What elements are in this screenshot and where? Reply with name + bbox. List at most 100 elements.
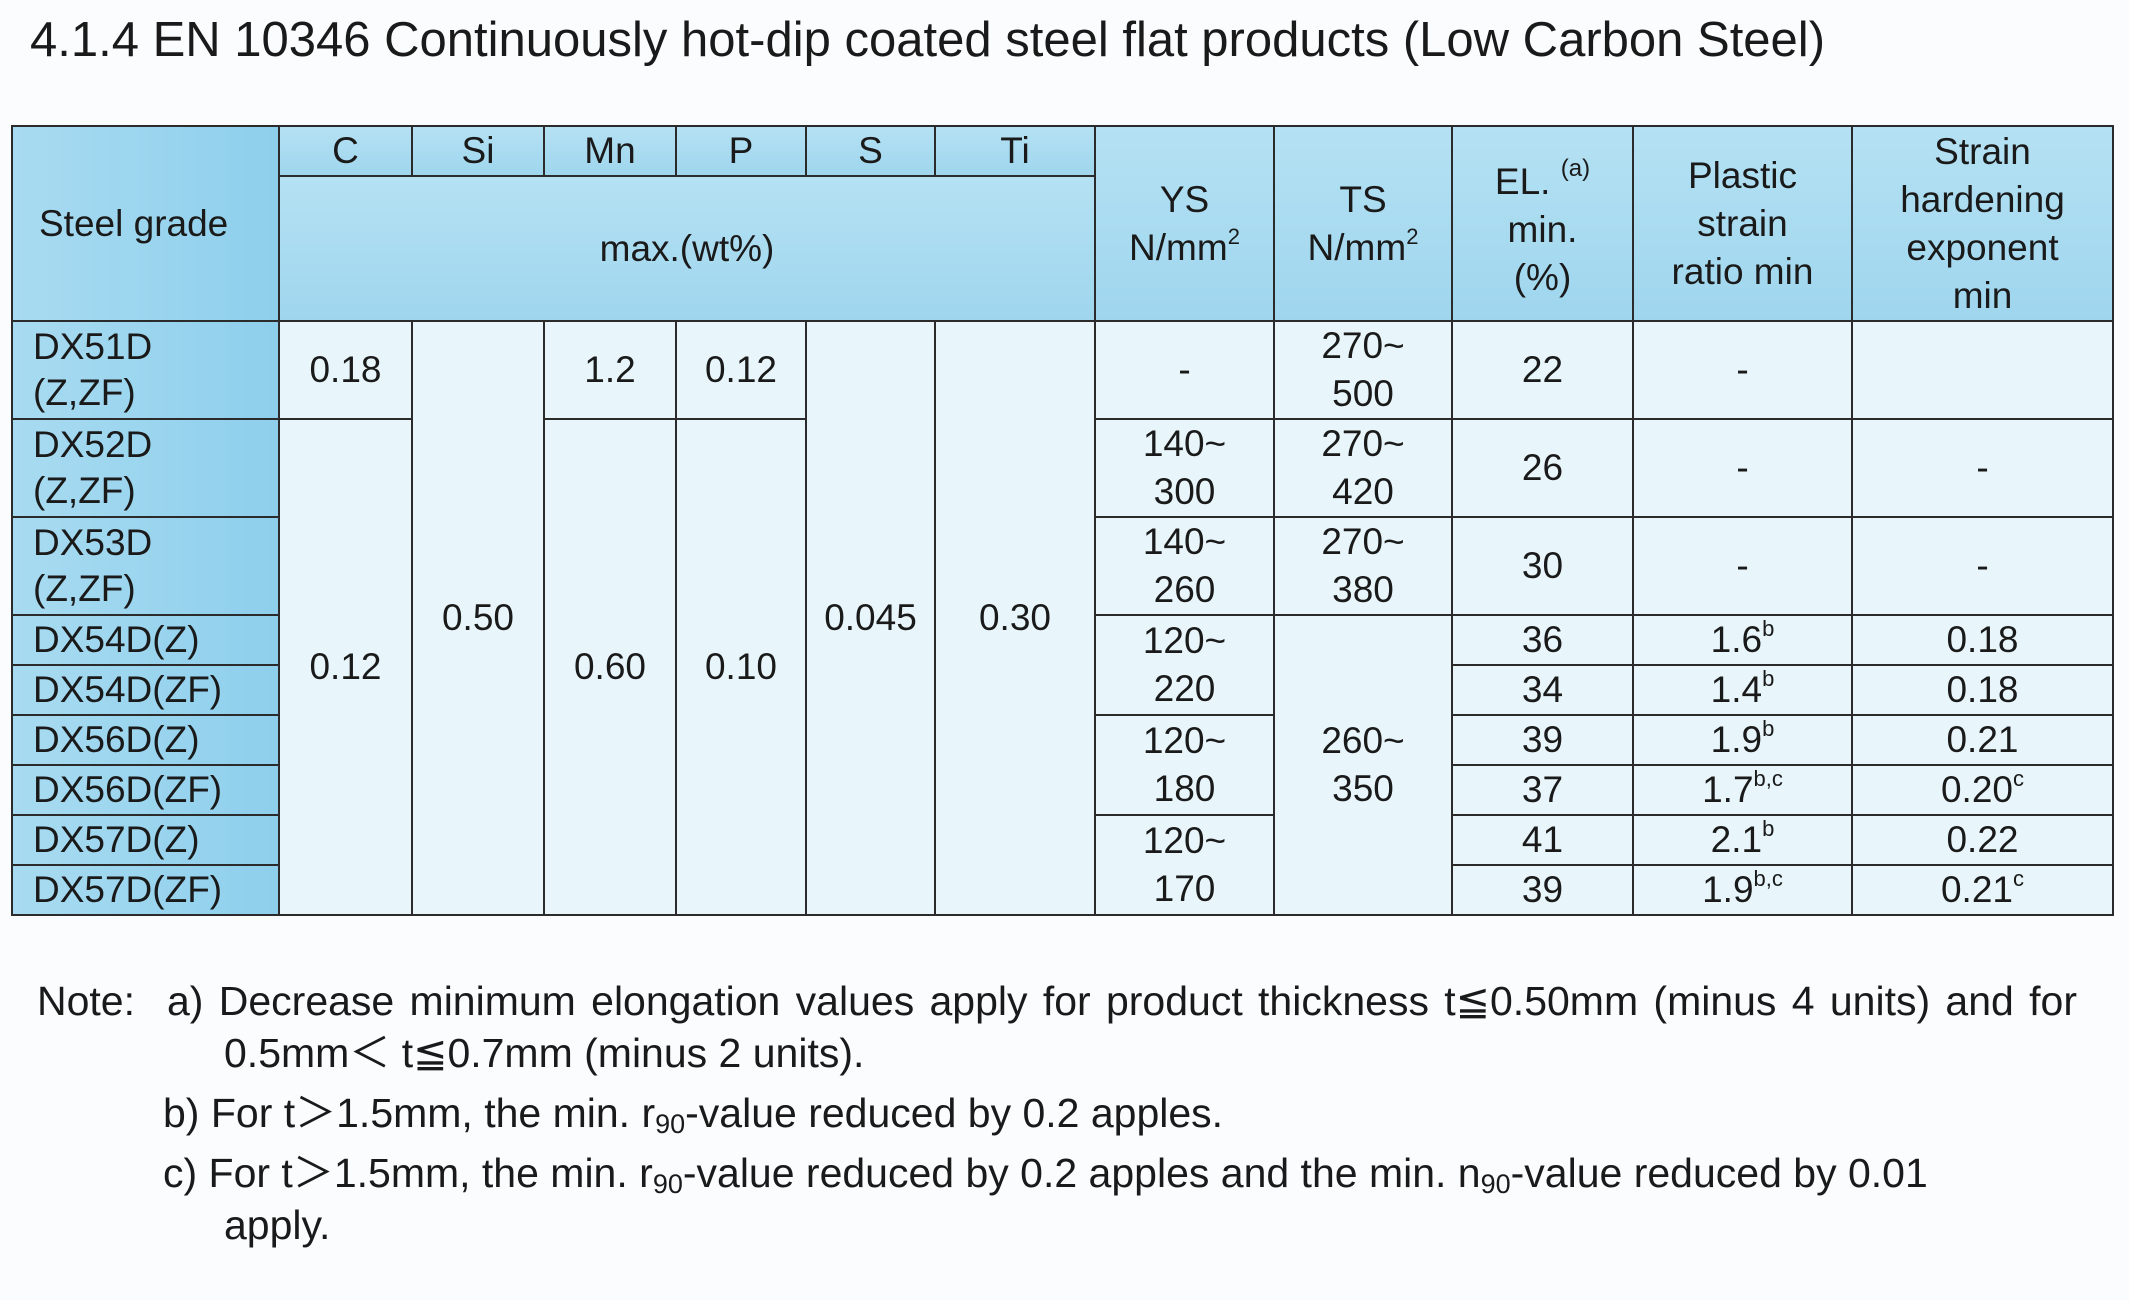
note-text: a) Decrease minimum elongation values ap… [167,978,2077,1076]
empty-cell [1851,320,2114,420]
grade-cell: DX57D(Z) [11,814,280,866]
row: DX51D (Z,ZF) 0.18 0.50 1.2 0.12 0.045 0.… [11,320,2114,916]
superscript: b,c [1753,866,1783,891]
row: max.(wt%) [12,175,2113,322]
cell: - [1632,320,1853,420]
text: 1.7 [1702,769,1754,810]
cell: 1.9b [1632,714,1853,766]
cell: 39 [1451,714,1634,766]
table-head: Steel grade C Si Mn P S Ti YS N/mm2 TS N/m… [11,125,2114,322]
text: - [1736,545,1749,586]
cell: 30 [1451,516,1634,616]
superscript: 2 [1406,223,1419,249]
subscript: 90 [655,1109,686,1139]
cell: - [1094,320,1275,420]
text: 0.21 [1946,719,2019,760]
text: - [1736,447,1749,488]
grade-cell: DX53D (Z,ZF) [11,516,280,616]
text: -value reduced by 0.2 apples. [685,1090,1224,1136]
cell: 1.6b [1632,614,1853,666]
superscript: b [1762,716,1775,741]
note-a: Note: a) Decrease minimum elongation valu… [37,975,2077,1079]
cell: 0.045 [805,320,936,916]
text: 1.9 [1710,719,1763,760]
cell: 1.4b [1632,664,1853,716]
cell: - [1851,418,2114,518]
grade-cell: DX54D(ZF) [11,664,280,716]
row: DX54D(Z) 120~ 220 260~ 350 36 1.6b 0.18 [11,614,2114,916]
cell: 36 [1451,614,1634,666]
note-lead: Note: [37,978,135,1024]
row: DX54D(ZF) 34 1.4b 0.18 [11,664,2114,716]
row: DX56D(ZF) 37 1.7b,c 0.20c [11,764,2114,816]
header-cell: TS N/mm2 [1273,125,1453,322]
cell: 41 [1451,814,1634,866]
cell: 0.50 [411,320,545,916]
row: Steel grade C Si Mn P S Ti YS N/mm2 TS N/m… [11,125,2114,322]
cell: 22 [1451,320,1634,420]
header-cell: Plastic strain ratio min [1632,125,1853,322]
table-body: DX51D (Z,ZF) 0.18 0.50 1.2 0.12 0.045 0.… [11,320,2114,916]
text: TS [1339,178,1387,220]
text: 1.9 [1702,869,1754,910]
cell: 0.21c [1851,864,2114,916]
cell: 37 [1451,764,1634,816]
text: c) For t＞1.5mm, the min. r [163,1150,653,1196]
text: -value reduced by 0.2 apples and the min… [682,1150,1481,1196]
text: 0.18 [1946,619,2019,660]
text: - [1736,349,1749,390]
grade-cell: DX56D(ZF) [11,764,280,816]
text: N/mm [1129,226,1228,268]
subscript: 90 [1480,1169,1511,1199]
cell: 0.60 [543,418,677,916]
superscript: c [2013,766,2024,791]
note-b: b) For t＞1.5mm, the min. r90-value reduc… [37,1087,2047,1139]
text: -value reduced by 0.01 apply. [224,1150,1928,1248]
text: b) For t＞1.5mm, the min. r [163,1090,656,1136]
row: DX57D(Z) 120~ 170 41 2.1b 0.22 [11,814,2114,916]
cell: 260~ 350 [1273,614,1453,916]
cell: 0.10 [675,418,807,916]
cell: 0.18 [1851,614,2114,666]
grade-cell: DX56D(Z) [11,714,280,766]
spec-table: Steel grade C Si Mn P S Ti YS N/mm2 TS N/m… [11,125,2114,916]
header-cell: YS N/mm2 [1094,125,1275,322]
subscript: 90 [652,1169,683,1199]
cell: 0.12 [675,320,807,420]
text: 0.18 [1946,669,2019,710]
cell: 1.9b,c [1632,864,1853,916]
superscript: 2 [1227,223,1240,249]
row: DX52D (Z,ZF) 0.12 0.60 0.10 140~ 300 270… [11,418,2114,916]
text: 1.4 [1710,669,1763,710]
superscript: b [1762,616,1775,641]
superscript: b [1762,816,1775,841]
cell: 39 [1451,864,1634,916]
text: (a) [1560,155,1591,182]
cell: 0.12 [278,418,413,916]
note-c: c) For t＞1.5mm, the min. r90-value reduc… [37,1147,2044,1251]
cell: 270~ 420 [1273,418,1453,518]
header-cell: Strain hardening exponent min [1851,125,2114,322]
cell: 0.30 [934,320,1096,916]
header-cell: Si [411,125,545,177]
superscript: b,c [1753,766,1783,791]
header-cell: P [675,125,807,177]
header-cell: Mn [543,125,677,177]
cell: 2.1b [1632,814,1853,866]
cell: 1.2 [543,320,677,420]
cell: - [1632,418,1853,518]
cell: 140~ 260 [1094,516,1275,616]
cell: 26 [1451,418,1634,518]
text: N/mm [1307,226,1407,268]
notes: Note: a) Decrease minimum elongation valu… [37,975,2077,1259]
cell: 120~ 170 [1094,814,1275,916]
text: min. [1507,209,1578,250]
grade-cell: DX54D(Z) [11,614,280,666]
text: 2.1 [1710,819,1763,860]
superscript: b [1762,666,1775,691]
title: 4.1.4 EN 10346 Continuously hot-dip coat… [30,13,1826,67]
text: YS [1159,178,1210,220]
cell: 0.18 [278,320,413,420]
cell: - [1632,516,1853,616]
